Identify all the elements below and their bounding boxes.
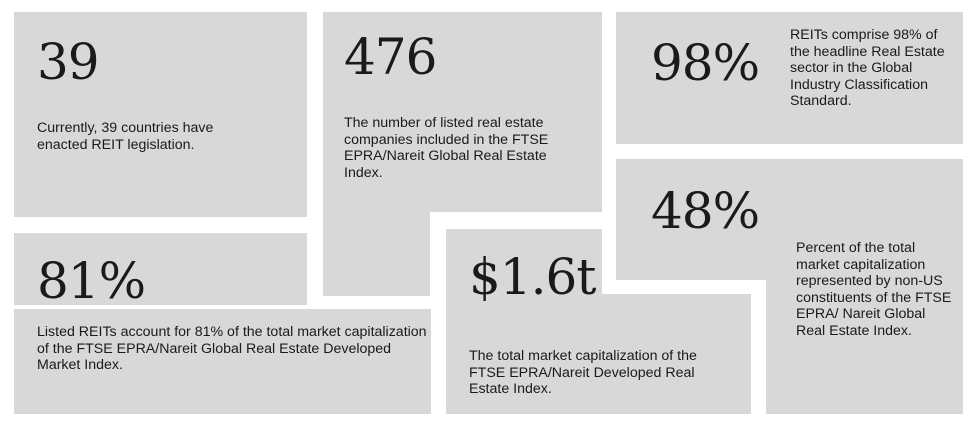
stat-description-gics: REITs comprise 98% of the headline Real … bbox=[790, 27, 945, 109]
panel-listed-reits bbox=[14, 233, 307, 305]
stat-description-countries: Currently, 39 countries have enacted REI… bbox=[37, 120, 214, 153]
stat-description-non-us: Percent of the total market capitalizati… bbox=[796, 240, 952, 339]
stat-value-market-cap: $1.6t bbox=[469, 248, 596, 306]
panel-non-us-extension bbox=[766, 270, 963, 414]
stat-value-countries: 39 bbox=[37, 33, 100, 91]
stat-value-gics: 98% bbox=[651, 34, 760, 92]
panel-companies bbox=[323, 12, 602, 212]
panel-market-cap bbox=[446, 229, 602, 299]
panel-gics bbox=[616, 12, 963, 144]
panel-market-cap-bottom bbox=[446, 294, 751, 414]
stat-value-companies: 476 bbox=[344, 28, 437, 86]
panel-companies-extension bbox=[323, 200, 430, 296]
stat-description-companies: The number of listed real estate compani… bbox=[344, 115, 549, 181]
panel-countries bbox=[14, 12, 307, 217]
panel-non-us bbox=[616, 159, 963, 280]
stat-value-non-us: 48% bbox=[651, 182, 760, 240]
stat-description-market-cap: The total market capitalization of the F… bbox=[469, 348, 697, 397]
stat-description-listed-reits: Listed REITs account for 81% of the tota… bbox=[37, 324, 427, 373]
panel-listed-reits-bottom bbox=[14, 309, 431, 414]
stat-value-listed-reits: 81% bbox=[37, 252, 146, 310]
